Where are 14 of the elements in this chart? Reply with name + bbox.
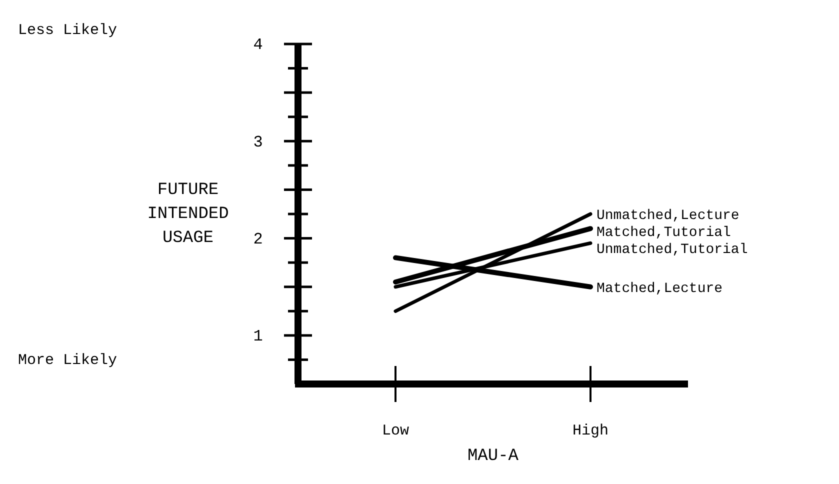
series-label: Matched,Lecture <box>596 280 723 297</box>
x-axis-title: MAU-A <box>467 447 520 466</box>
text: Less Likely <box>18 22 118 39</box>
series-label: Unmatched,Lecture <box>596 208 740 224</box>
y-tick-label: 2 <box>253 230 263 248</box>
y-tick-label: 3 <box>253 133 263 152</box>
y-axis-title: FUTURE INTENDED USAGE <box>147 181 229 248</box>
x-tick-label: High <box>572 422 609 440</box>
x-tick-label: Low <box>382 422 410 440</box>
y-tick-label: 1 <box>253 328 263 346</box>
text: More Likely <box>18 352 118 369</box>
y-tick-label: 4 <box>253 36 263 54</box>
series-label: Matched,Tutorial <box>596 224 731 241</box>
series-label: Unmatched,Tutorial <box>596 242 748 258</box>
